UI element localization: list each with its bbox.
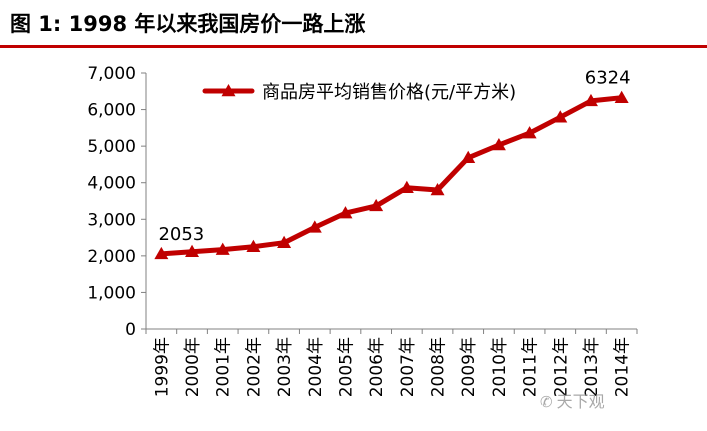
x-tick-label: 2006年 [367, 337, 387, 397]
watermark-text: 天下观 [556, 392, 605, 411]
x-tick-label: 2005年 [336, 337, 356, 397]
x-tick-label: 1999年 [152, 337, 172, 397]
x-tick-label: 2008年 [429, 337, 449, 397]
data-point-marker [246, 239, 261, 252]
x-tick-label: 2009年 [459, 337, 479, 397]
data-point-marker [461, 150, 476, 164]
data-point-marker [583, 93, 598, 107]
data-label: 2053 [158, 224, 204, 245]
data-point-marker [430, 183, 445, 196]
x-tick-label: 2013年 [582, 337, 602, 397]
data-point-marker [522, 126, 537, 139]
x-tick-label: 2007年 [398, 337, 418, 397]
watermark: ✆ 天下观 [540, 388, 605, 412]
legend-label: 商品房平均销售价格(元/平方米) [262, 82, 516, 103]
x-tick-label: 2012年 [551, 337, 571, 397]
x-tick-label: 2001年 [214, 337, 234, 397]
x-tick-label: 2011年 [521, 337, 541, 397]
y-tick-label: 5,000 [87, 137, 136, 157]
y-tick-label: 7,000 [87, 64, 136, 84]
y-tick-label: 0 [125, 320, 136, 340]
figure-title: 图 1: 1998 年以来我国房价一路上涨 [10, 12, 366, 36]
y-tick-label: 6,000 [87, 101, 136, 121]
x-tick-label: 2014年 [613, 337, 633, 397]
data-point-marker [614, 90, 629, 103]
data-point-marker [154, 246, 169, 260]
data-point-marker [185, 244, 200, 258]
data-point-marker [369, 198, 384, 212]
figure-header: 图 1: 1998 年以来我国房价一路上涨 [0, 0, 707, 48]
title-underline [0, 45, 707, 48]
data-point-marker [215, 242, 230, 255]
data-point-marker [307, 220, 322, 233]
legend-marker [221, 84, 236, 97]
wechat-icon: ✆ [540, 393, 553, 411]
y-tick-label: 2,000 [87, 247, 136, 267]
y-tick-label: 4,000 [87, 174, 136, 194]
series-line [158, 95, 625, 257]
data-point-marker [338, 206, 353, 219]
data-point-marker [399, 180, 414, 193]
y-tick-label: 3,000 [87, 210, 136, 230]
x-tick-label: 2010年 [490, 337, 510, 397]
data-point-marker [277, 235, 292, 248]
data-point-marker [553, 110, 568, 123]
x-tick-label: 2002年 [244, 337, 264, 397]
x-tick-label: 2003年 [275, 337, 295, 397]
x-tick-label: 2000年 [183, 337, 203, 397]
data-label: 6324 [585, 68, 631, 89]
y-tick-label: 1,000 [87, 283, 136, 303]
x-tick-label: 2004年 [306, 337, 326, 397]
data-point-marker [491, 137, 506, 151]
